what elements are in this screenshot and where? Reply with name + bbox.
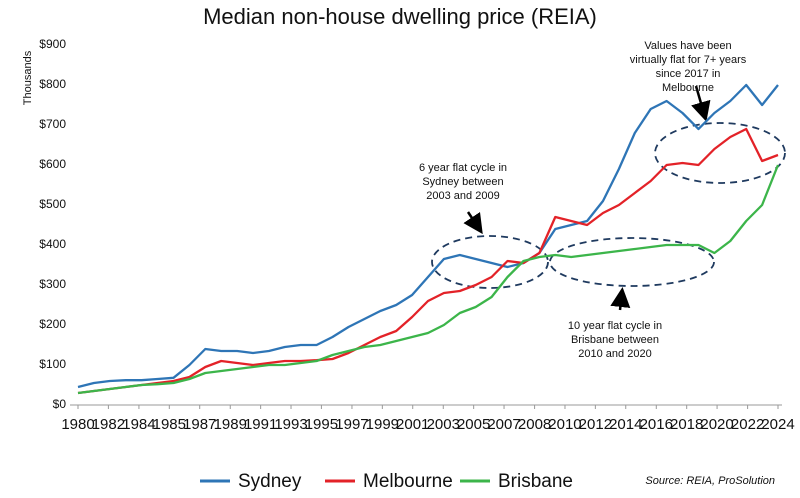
x-tick-label: 2016	[640, 416, 673, 433]
y-axis-label: Thousands	[22, 50, 34, 105]
annotation: Sydney between	[422, 176, 503, 188]
chart-title: Median non-house dwelling price (REIA)	[203, 4, 597, 29]
x-tick-label: 2005	[457, 416, 490, 433]
x-tick-label: 2018	[670, 416, 703, 433]
annotation: Brisbane between	[571, 334, 659, 346]
x-tick-label: 2003	[427, 416, 460, 433]
annotation: Values have been	[644, 40, 731, 52]
legend-label: Sydney	[238, 471, 302, 492]
x-tick-label: 2022	[731, 416, 764, 433]
x-tick-label: 2014	[609, 416, 642, 433]
y-tick-label: $100	[39, 357, 66, 371]
annotation: 2003 and 2009	[426, 190, 499, 202]
annotation: since 2017 in	[656, 68, 721, 80]
y-tick-label: $200	[39, 317, 66, 331]
annotation: 2010 and 2020	[578, 348, 651, 360]
y-tick-label: $300	[39, 277, 66, 291]
x-tick-label: 1985	[153, 416, 186, 433]
legend-label: Melbourne	[363, 471, 453, 492]
x-tick-label: 1995	[305, 416, 338, 433]
series-line	[77, 83, 779, 389]
annotation: virtually flat for 7+ years	[630, 54, 747, 66]
legend-label: Brisbane	[498, 471, 573, 492]
x-tick-label: 2020	[700, 416, 733, 433]
y-tick-label: $400	[39, 237, 66, 251]
y-tick-label: $700	[39, 117, 66, 131]
series-line	[77, 127, 779, 395]
x-tick-label: 1980	[61, 416, 94, 433]
x-tick-label: 1984	[122, 416, 155, 433]
x-tick-label: 1982	[92, 416, 125, 433]
annotation: 6 year flat cycle in	[419, 162, 507, 174]
x-tick-label: 1997	[335, 416, 368, 433]
x-tick-label: 1993	[274, 416, 307, 433]
x-tick-label: 1999	[366, 416, 399, 433]
y-tick-label: $600	[39, 157, 66, 171]
x-tick-label: 2001	[396, 416, 429, 433]
x-tick-label: 2024	[761, 416, 794, 433]
x-tick-label: 2007	[487, 416, 520, 433]
ellipses	[431, 122, 786, 289]
annotation: 10 year flat cycle in	[568, 320, 662, 332]
x-tick-label: 2008	[518, 416, 551, 433]
y-tick-label: $0	[53, 397, 67, 411]
x-tick-label: 1987	[183, 416, 216, 433]
x-tick-label: 2010	[548, 416, 581, 433]
x-tick-label: 1989	[214, 416, 247, 433]
x-tick-label: 1991	[244, 416, 277, 433]
x-tick-label: 2012	[579, 416, 612, 433]
annotation: Melbourne	[662, 82, 714, 94]
arrows	[463, 85, 711, 311]
source: Source: REIA, ProSolution	[645, 475, 775, 487]
y-tick-label: $500	[39, 197, 66, 211]
y-tick-label: $800	[39, 77, 66, 91]
series-line	[77, 164, 780, 395]
y-tick-label: $900	[39, 37, 66, 51]
